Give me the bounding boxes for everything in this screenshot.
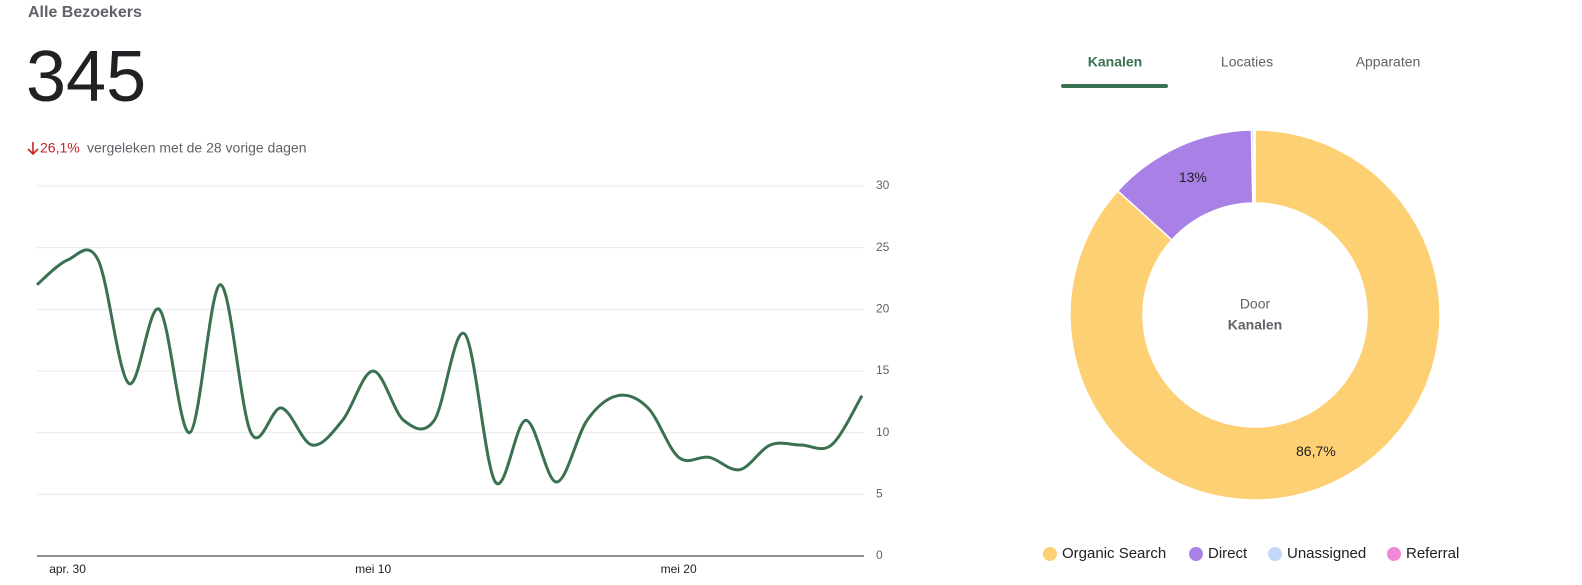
legend-swatch (1268, 547, 1282, 561)
x-tick-label: apr. 30 (49, 562, 86, 576)
total-value: 345 (26, 37, 146, 117)
y-tick-label: 15 (876, 363, 890, 377)
x-tick-label: mei 20 (661, 562, 697, 576)
change-percent: 26,1% (40, 140, 80, 156)
legend-label: Unassigned (1287, 545, 1366, 562)
y-tick-label: 5 (876, 487, 883, 501)
legend-swatch (1387, 547, 1401, 561)
y-tick-label: 20 (876, 302, 890, 316)
donut-center-label: Kanalen (1228, 317, 1282, 333)
tab[interactable]: Locaties (1221, 54, 1273, 70)
card-title: Alle Bezoekers (28, 4, 142, 21)
tab-indicator (1061, 84, 1168, 88)
y-tick-label: 25 (876, 240, 890, 254)
tab-active[interactable]: Kanalen (1088, 54, 1142, 70)
slice-label: 86,7% (1296, 443, 1336, 459)
down-arrow (27, 142, 39, 156)
legend-label: Organic Search (1062, 545, 1166, 562)
donut-slice (1253, 129, 1256, 204)
x-tick-label: mei 10 (355, 562, 391, 576)
legend-swatch (1043, 547, 1057, 561)
slice-label: 13% (1179, 169, 1207, 185)
donut-center-label: Door (1240, 296, 1271, 312)
donut-slice (1069, 129, 1441, 501)
y-tick-label: 30 (876, 178, 890, 192)
legend-label: Direct (1208, 545, 1248, 562)
legend-label: Referral (1406, 545, 1459, 562)
tab[interactable]: Apparaten (1356, 54, 1421, 70)
y-tick-label: 10 (876, 425, 890, 439)
comparison-text: vergeleken met de 28 vorige dagen (87, 140, 306, 156)
y-tick-label: 0 (876, 548, 883, 562)
legend-swatch (1189, 547, 1203, 561)
line-series (36, 248, 864, 486)
